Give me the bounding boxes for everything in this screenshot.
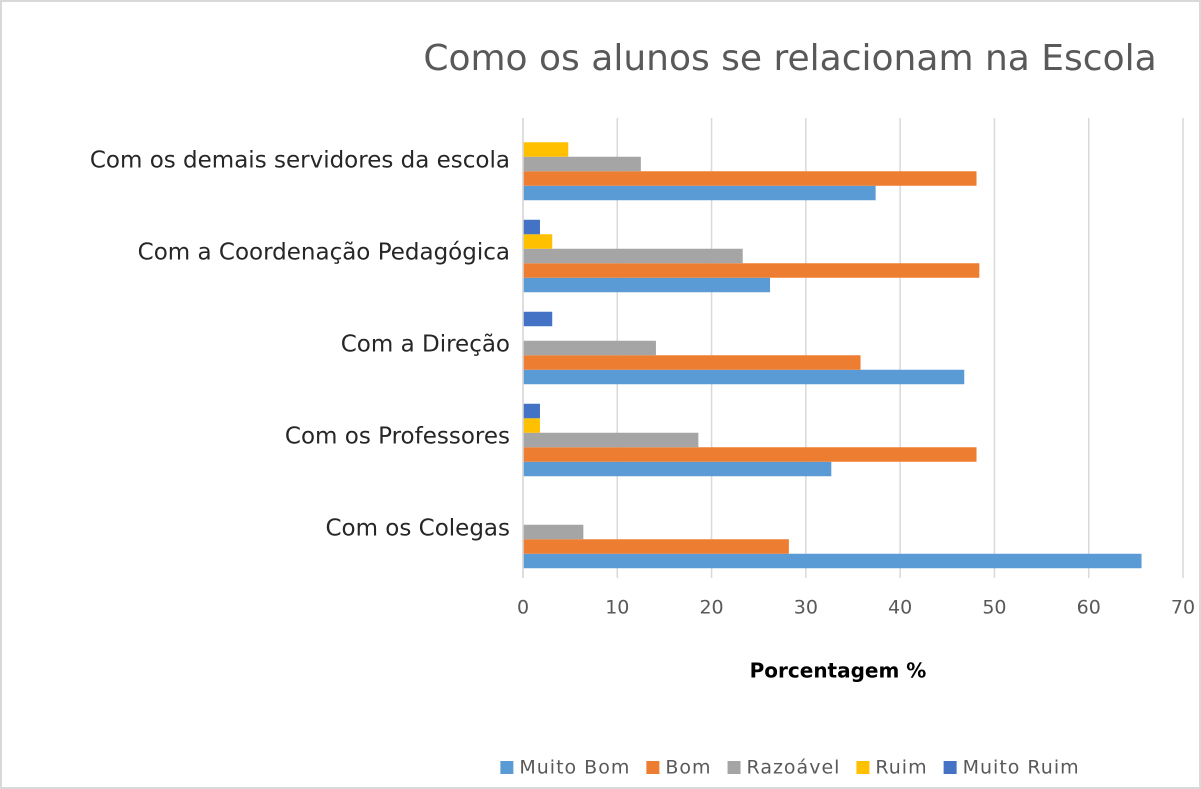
bar <box>523 355 861 370</box>
bar <box>523 369 965 385</box>
y-tick-label: Com os Professores <box>285 424 510 450</box>
x-tick-label: 10 <box>605 597 629 619</box>
bar <box>523 403 540 419</box>
bar <box>523 461 832 477</box>
bar <box>523 311 553 327</box>
legend-swatch <box>646 761 660 774</box>
bar <box>523 219 540 235</box>
bar <box>523 185 876 201</box>
x-tick-label: 70 <box>1171 597 1195 619</box>
x-tick-label: 50 <box>982 597 1006 619</box>
legend-swatch <box>500 761 514 774</box>
bar <box>523 432 699 448</box>
x-tick-label: 20 <box>699 597 723 619</box>
chart-title: Como os alunos se relacionam na Escola <box>423 38 1156 79</box>
y-tick-label: Com a Direção <box>341 332 510 358</box>
legend-swatch <box>727 761 741 774</box>
bar <box>523 340 656 356</box>
legend-swatch <box>943 761 957 774</box>
bar <box>523 524 584 540</box>
legend-label: Muito Ruim <box>963 757 1080 779</box>
bar <box>523 142 569 157</box>
legend-label: Ruim <box>875 757 927 779</box>
legend-swatch <box>856 761 870 774</box>
bar <box>523 171 977 186</box>
x-tick-label: 60 <box>1077 597 1101 619</box>
bar <box>523 539 789 554</box>
bar <box>523 553 1142 569</box>
legend-label: Muito Bom <box>519 757 630 779</box>
legend-label: Bom <box>665 757 711 779</box>
bar <box>523 447 977 462</box>
x-tick-label: 40 <box>888 597 912 619</box>
y-tick-label: Com os Colegas <box>325 516 510 542</box>
x-axis-title: Porcentagem % <box>750 659 927 683</box>
bar <box>523 156 641 172</box>
bar <box>523 418 540 433</box>
bar <box>523 248 743 264</box>
bar <box>523 277 771 293</box>
y-tick-label: Com os demais servidores da escola <box>90 148 510 174</box>
x-tick-label: 0 <box>517 597 529 619</box>
y-tick-label: Com a Coordenação Pedagógica <box>138 240 510 266</box>
legend-label: Razoável <box>747 757 841 779</box>
x-tick-label: 30 <box>794 597 818 619</box>
bar <box>523 234 553 249</box>
bar <box>523 263 980 278</box>
